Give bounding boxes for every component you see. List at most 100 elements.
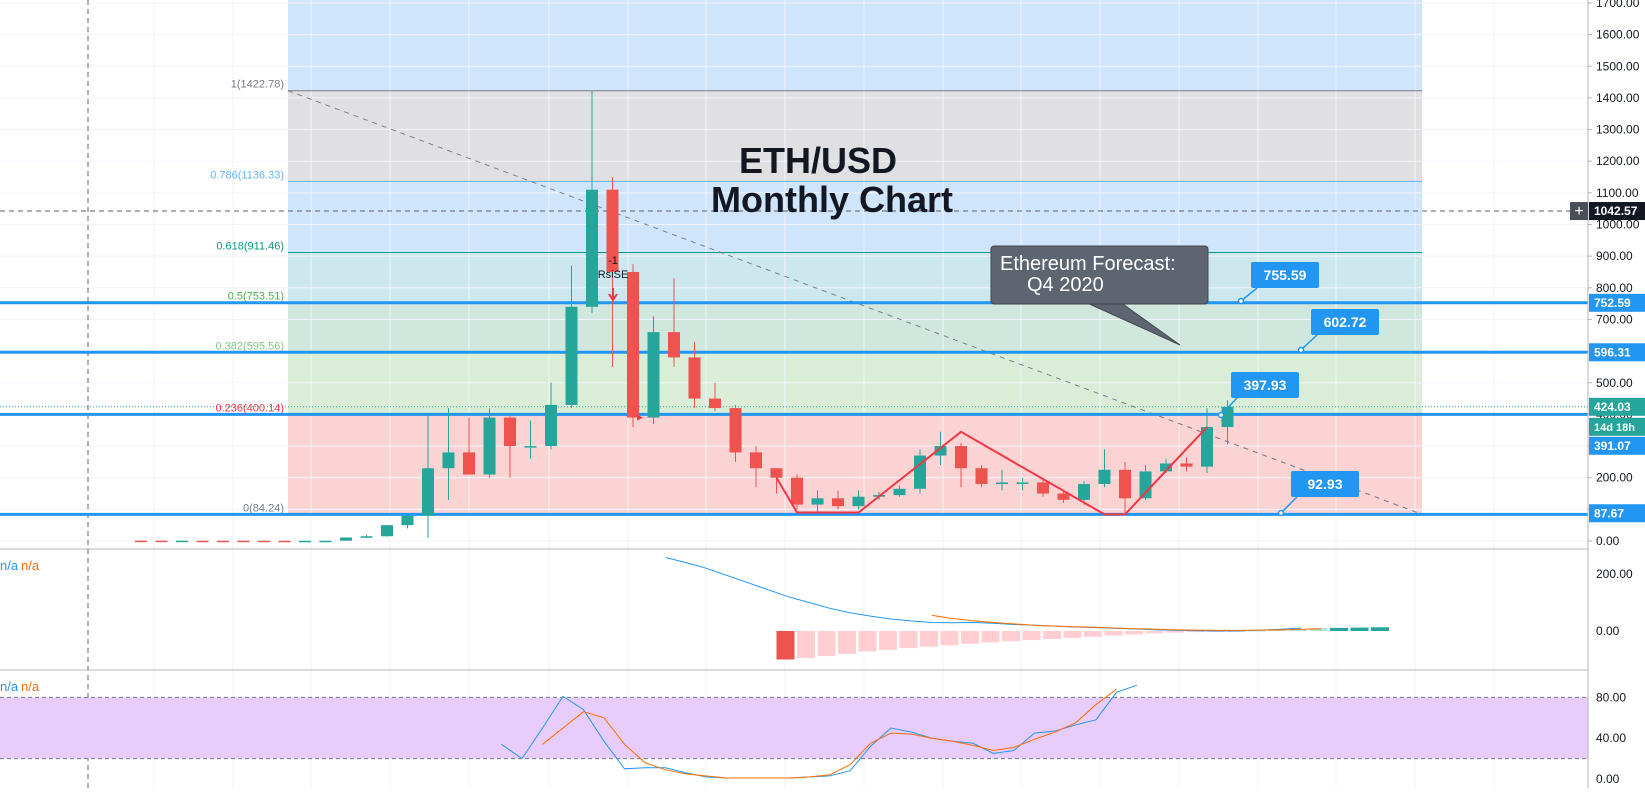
candle-body — [791, 477, 803, 505]
price-axis: 1700.00 1600.00 1500.00 1400.00 1300.00 1200.… — [1570, 0, 1645, 788]
candle-body — [893, 488, 906, 496]
fib-level-label: 0.5(753.51) — [228, 291, 284, 303]
candlesticks — [135, 90, 1234, 543]
line-price-label: 391.07 — [1594, 439, 1631, 453]
countdown-label: 14d 18h — [1594, 422, 1635, 434]
price-callout-label: 397.93 — [1244, 377, 1287, 393]
candle-body — [278, 540, 291, 543]
price-tick-label: 1300.00 — [1596, 123, 1640, 137]
price-tick-label: 200.00 — [1596, 471, 1633, 485]
candle-body — [237, 540, 250, 543]
price-callout-label: 602.72 — [1324, 314, 1367, 330]
macd-histogram-bar — [1248, 630, 1266, 632]
macd-histogram-bar — [838, 631, 856, 654]
current-price-label: 424.03 — [1594, 400, 1631, 414]
crosshair-plus-button: + — [1574, 203, 1583, 220]
candle-body — [668, 332, 680, 358]
macd-legend-b: n/a — [21, 558, 40, 573]
macd-histogram-bar — [1350, 627, 1369, 631]
fib-band — [288, 302, 1422, 353]
rsi-signal-line — [542, 688, 1117, 779]
price-callout-anchor — [1297, 346, 1305, 354]
fib-level-label: 1(1422.78) — [231, 79, 284, 91]
candle-body — [1078, 484, 1090, 500]
candle-body — [217, 540, 229, 543]
candle-body — [647, 332, 660, 418]
price-callout-leader — [1300, 334, 1318, 351]
candle-body — [524, 446, 537, 448]
candle-body — [1139, 471, 1152, 499]
price-tick-label: 1600.00 — [1596, 28, 1640, 42]
forecast-callout-line1: Ethereum Forecast: — [1000, 253, 1176, 275]
candle-body — [155, 540, 168, 543]
current-price-label-bg — [1589, 397, 1645, 416]
candle-body — [299, 540, 311, 543]
price-callout-anchor — [1237, 297, 1245, 305]
price-tick-label: 0.00 — [1596, 534, 1620, 548]
macd-histogram-bar — [1166, 631, 1184, 633]
candle-body — [770, 468, 783, 478]
rsi-legend-b: n/a — [21, 679, 40, 694]
candle-body — [627, 271, 639, 418]
macd-histogram-bar — [961, 631, 979, 644]
line-price-label: 87.67 — [1594, 506, 1624, 520]
macd-histogram-bar — [899, 631, 918, 649]
candle-body — [586, 189, 598, 307]
candle-body — [914, 455, 926, 489]
fib-level-label: 0.618(911.46) — [216, 241, 284, 253]
macd-histogram-bar — [1371, 627, 1389, 631]
macd-histogram-bar — [776, 631, 795, 660]
fib-level-label: 0.236(400.14) — [216, 402, 285, 414]
macd-histogram-bar — [1207, 631, 1225, 632]
rsi-band — [0, 697, 1588, 759]
candle-body — [832, 498, 844, 507]
rsi-line — [501, 684, 1138, 779]
candle-body — [709, 398, 721, 409]
macd-histogram-bar — [981, 631, 1000, 643]
forecast-callout-box — [990, 245, 1209, 305]
line-price-label-bg — [1589, 436, 1645, 455]
candle-body — [176, 540, 188, 543]
chart-title: ETH/USD — [739, 140, 897, 181]
fib-level-label: 0.786(1136.33) — [210, 169, 284, 181]
macd-histogram-bar — [1145, 631, 1164, 634]
candle-body — [934, 446, 947, 456]
macd-histogram-bar — [1084, 631, 1102, 637]
candle-body — [1180, 463, 1193, 467]
drawings — [637, 414, 1208, 516]
macd-legend-a: n/a — [0, 558, 19, 573]
price-callout-leader — [1280, 496, 1298, 514]
macd-histogram-bar — [1186, 631, 1205, 633]
macd-histogram-bar — [879, 631, 897, 650]
signal-line2: RsiSE — [598, 269, 629, 281]
macd-histogram-bar — [797, 631, 815, 659]
price-callout-box — [1311, 309, 1379, 335]
price-callout-box — [1291, 471, 1359, 497]
price-callout-leader — [1240, 287, 1258, 302]
price-tick-label: 1400.00 — [1596, 91, 1640, 105]
candle-body — [504, 417, 516, 447]
candle-body — [360, 536, 373, 538]
price-tick-label: 500.00 — [1596, 376, 1633, 390]
candle-body — [606, 189, 619, 272]
candle-body — [852, 496, 865, 507]
price-callout-label: 755.59 — [1264, 267, 1307, 283]
signal-line1: -1 — [608, 255, 618, 267]
candle-body — [340, 537, 352, 541]
candle-body — [1160, 463, 1172, 472]
crosshair-plus-button-bg — [1570, 202, 1588, 221]
indicator-panes: n/a n/an/a n/a — [0, 548, 1645, 779]
candle-body — [258, 540, 270, 543]
candle-body — [996, 482, 1008, 485]
macd-tick-label: 200.00 — [1596, 567, 1633, 581]
price-callout-leader — [1220, 397, 1238, 416]
rsi-signal-marker: -1 RsiSE — [598, 255, 629, 302]
candle-body — [381, 525, 393, 537]
price-callout-box — [1231, 372, 1299, 398]
candle-body — [135, 540, 147, 543]
macd-signal-line — [931, 614, 1322, 631]
price-callout-anchor — [1277, 509, 1285, 517]
macd-histogram-bar — [858, 631, 877, 652]
